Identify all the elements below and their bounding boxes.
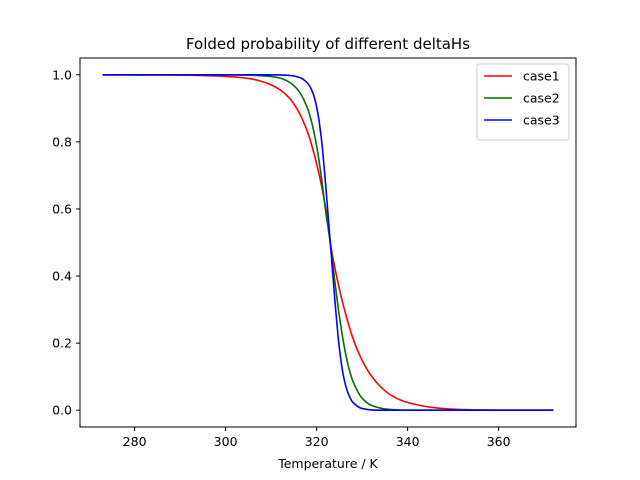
y-tick-label: 1.0 xyxy=(52,67,72,82)
series-line-case1 xyxy=(102,73,554,412)
y-tick-label: 0.0 xyxy=(52,403,72,418)
plot-area xyxy=(102,73,554,412)
legend: case1 case2 case3 xyxy=(476,63,570,141)
x-tick-label: 340 xyxy=(396,434,420,449)
series-line-case3 xyxy=(102,73,554,412)
legend-label-case1: case1 xyxy=(523,69,560,84)
y-tick-label: 0.8 xyxy=(52,134,72,149)
x-tick-label: 320 xyxy=(305,434,329,449)
ticks: 280 300 320 340 360 0.0 0.2 0.4 0.6 0.8 1.0 xyxy=(52,67,511,449)
x-tick-label: 300 xyxy=(214,434,238,449)
x-tick-label: 280 xyxy=(123,434,147,449)
y-tick-label: 0.2 xyxy=(52,336,72,351)
x-tick-label: 360 xyxy=(487,434,511,449)
y-tick-label: 0.6 xyxy=(52,201,72,216)
legend-label-case3: case3 xyxy=(523,113,560,128)
legend-label-case2: case2 xyxy=(523,91,560,106)
axes-frame xyxy=(79,57,577,428)
y-tick-label: 0.4 xyxy=(52,269,72,284)
legend-box xyxy=(476,63,570,141)
series-line-case2 xyxy=(102,73,554,412)
x-axis-label: Temperature / K xyxy=(277,456,378,471)
chart-title: Folded probability of different deltaHs xyxy=(186,35,470,53)
